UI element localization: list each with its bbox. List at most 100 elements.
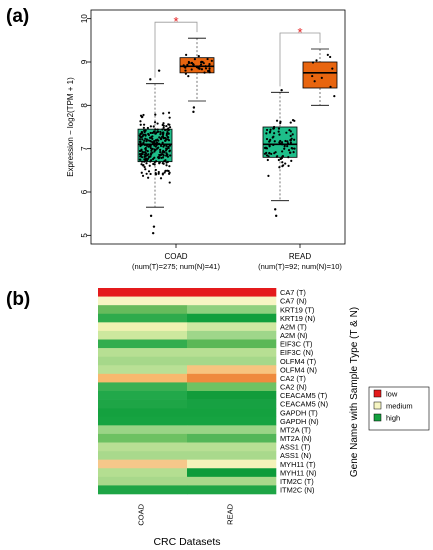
sample-point (165, 138, 168, 141)
sample-point (199, 63, 203, 66)
sample-point (153, 144, 156, 147)
sample-point (293, 138, 296, 141)
heatmap-cell (187, 348, 277, 357)
sample-point (208, 63, 211, 66)
sample-point (168, 143, 171, 146)
sample-point (139, 114, 143, 117)
sample-point (157, 139, 160, 142)
sample-point (281, 154, 285, 158)
sample-point (168, 181, 171, 184)
panel-b-label: (b) (6, 289, 30, 310)
group-subtitle: (num(T)=275; num(N)=41) (132, 262, 220, 271)
sample-point (293, 119, 296, 122)
sample-point (165, 134, 168, 137)
sample-point (200, 68, 204, 71)
sample-point (162, 122, 165, 125)
sample-point (286, 142, 290, 145)
significance-bracket (154, 21, 198, 78)
sample-point (326, 53, 329, 56)
sample-point (141, 143, 144, 146)
sample-point (154, 168, 157, 172)
sample-point (139, 143, 142, 146)
row-label: CA7 (T) (280, 288, 306, 297)
row-label: CA2 (T) (280, 374, 306, 383)
outlier-point (149, 214, 153, 218)
sample-point (162, 112, 165, 115)
sample-point (165, 153, 169, 157)
sample-point (195, 66, 198, 69)
outlier-point (151, 231, 155, 235)
sample-point (160, 156, 163, 160)
heatmap-cell (98, 459, 188, 469)
sample-point (186, 63, 189, 66)
row-label: KRT19 (T) (280, 305, 314, 314)
sample-point (152, 125, 155, 128)
sample-point (266, 158, 269, 162)
heatmap-cell (187, 476, 277, 486)
sample-point (320, 76, 323, 79)
sample-point (311, 74, 314, 78)
row-label: CA7 (N) (280, 297, 307, 306)
row-label: A2M (N) (280, 331, 308, 340)
sample-point (165, 144, 168, 147)
sample-point (157, 170, 160, 174)
significance-bracket (279, 32, 321, 87)
sample-point (145, 162, 148, 165)
sample-point (147, 133, 151, 137)
sample-point (141, 174, 145, 177)
heatmap-cell (98, 373, 188, 383)
sample-point (159, 133, 162, 136)
sample-point (156, 130, 160, 133)
sample-point (333, 95, 336, 98)
sample-point (167, 139, 171, 142)
sample-point (204, 65, 207, 68)
sample-point (143, 139, 146, 142)
sample-point (144, 152, 148, 155)
outlier-point (152, 225, 156, 228)
heatmap-cell (98, 408, 188, 418)
row-label: ITM2C (T) (280, 477, 314, 486)
heatmap-cell (187, 330, 277, 340)
sample-point (166, 130, 169, 134)
sample-point (273, 152, 276, 155)
sample-point (157, 156, 160, 159)
sample-point (167, 146, 170, 150)
sample-point (167, 127, 170, 130)
sample-point (141, 138, 144, 141)
sample-point (145, 144, 149, 147)
sample-point (289, 141, 292, 144)
sample-point (152, 131, 155, 134)
sample-point (143, 143, 147, 147)
sample-point (208, 67, 211, 70)
y-axis-label: Gene Name with Sample Type (T & N) (349, 307, 360, 477)
heatmap-cell (98, 305, 188, 315)
significance-star: * (173, 14, 178, 29)
sample-point (149, 131, 152, 135)
sample-point (208, 71, 211, 74)
sample-point (153, 121, 157, 124)
sample-point (287, 164, 290, 167)
sample-point (273, 132, 276, 135)
sample-point (286, 144, 289, 148)
sample-point (265, 137, 269, 141)
row-label: ASS1 (N) (280, 451, 311, 460)
row-label: KRT19 (N) (280, 314, 315, 323)
sample-point (287, 149, 291, 152)
sample-point (145, 172, 148, 175)
sample-point (168, 149, 172, 152)
sample-point (282, 164, 285, 167)
row-label: OLFM4 (T) (280, 357, 316, 366)
sample-point (149, 125, 152, 128)
sample-point (277, 130, 280, 133)
sample-point (144, 168, 147, 171)
heatmap-cell (187, 313, 277, 323)
sample-point (278, 141, 281, 144)
sample-point (185, 53, 188, 56)
sample-point (167, 172, 171, 175)
sample-point (161, 128, 164, 131)
sample-point (190, 68, 193, 71)
sample-point (289, 134, 292, 137)
sample-point (287, 156, 290, 159)
sample-point (291, 147, 294, 150)
